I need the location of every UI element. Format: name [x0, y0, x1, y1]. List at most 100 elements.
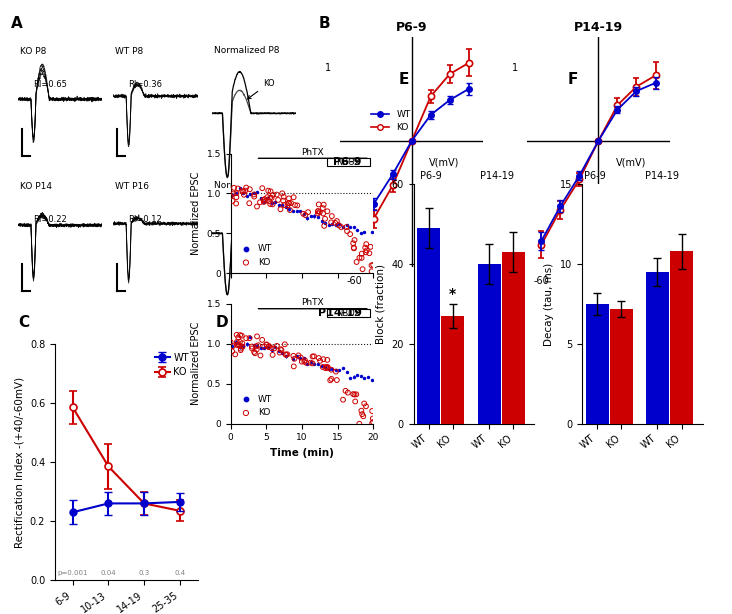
Text: RI=0.36: RI=0.36	[129, 80, 163, 89]
Point	[226, 346, 238, 356]
Point	[261, 340, 272, 349]
Point	[302, 208, 314, 217]
Text: P14-19: P14-19	[645, 171, 679, 181]
Point	[261, 340, 272, 349]
Point	[288, 354, 300, 363]
Point	[278, 200, 290, 210]
Point	[333, 220, 345, 230]
Text: WT P16: WT P16	[115, 182, 149, 191]
Point	[360, 239, 372, 249]
Text: P14-19: P14-19	[480, 171, 514, 181]
Bar	[501, 252, 525, 424]
Point	[295, 352, 307, 362]
Text: KO P8: KO P8	[20, 47, 46, 56]
Point	[293, 351, 305, 360]
Point	[299, 356, 311, 365]
Point	[365, 242, 376, 252]
Point	[254, 197, 266, 207]
Point	[234, 337, 246, 347]
Point	[251, 201, 263, 211]
Point	[258, 195, 269, 205]
Point	[359, 243, 371, 252]
Y-axis label: Rectification Index -(+40/-60mV): Rectification Index -(+40/-60mV)	[14, 376, 24, 548]
Point	[284, 205, 296, 215]
Point	[282, 349, 294, 359]
Point	[236, 338, 248, 348]
Point	[246, 341, 258, 351]
Text: RI=0.22: RI=0.22	[34, 215, 67, 224]
Point	[280, 349, 291, 359]
Text: *: *	[449, 287, 456, 301]
Text: p=0.001: p=0.001	[58, 570, 88, 576]
Point	[366, 418, 378, 428]
Text: P14-19: P14-19	[318, 308, 362, 317]
Point	[317, 203, 329, 213]
Point	[271, 190, 283, 200]
Point	[329, 218, 341, 228]
Point	[360, 247, 372, 257]
Point	[337, 395, 349, 405]
Y-axis label: Decay (tau, ms): Decay (tau, ms)	[545, 262, 554, 346]
Bar	[477, 264, 501, 424]
Point	[251, 332, 263, 341]
Point	[367, 414, 378, 424]
Bar	[586, 304, 608, 424]
Legend: WT, KO: WT, KO	[235, 243, 274, 269]
Point	[283, 193, 295, 203]
Point	[322, 362, 334, 372]
Y-axis label: Normalized EPSC: Normalized EPSC	[191, 322, 201, 405]
Point	[260, 196, 272, 206]
Point	[359, 398, 370, 408]
Point	[258, 341, 270, 351]
Bar	[610, 309, 632, 424]
Text: D: D	[216, 315, 228, 330]
Point	[348, 243, 360, 253]
Text: RI=0.65: RI=0.65	[34, 80, 67, 89]
Point	[227, 341, 239, 351]
Point	[361, 246, 373, 255]
Point	[244, 184, 255, 194]
Point	[341, 226, 353, 236]
Point	[297, 209, 309, 219]
Text: 0.4: 0.4	[174, 570, 185, 576]
Point	[231, 188, 242, 198]
Point	[301, 358, 313, 368]
Point	[312, 206, 324, 216]
Bar	[417, 228, 440, 424]
Point	[275, 345, 287, 355]
Y-axis label: Block (fraction): Block (fraction)	[376, 264, 386, 344]
Point	[335, 222, 347, 232]
Y-axis label: Normalized EPSC: Normalized EPSC	[191, 172, 201, 255]
Point	[354, 419, 365, 429]
Point	[360, 402, 372, 411]
Point	[233, 340, 244, 349]
Point	[266, 200, 278, 209]
Point	[266, 343, 277, 353]
Text: KO P14: KO P14	[20, 182, 52, 191]
Point	[351, 389, 362, 399]
Point	[288, 192, 299, 202]
Point	[285, 198, 297, 208]
Point	[307, 359, 318, 368]
Point	[282, 200, 294, 210]
Point	[354, 253, 365, 263]
Title: P14-19: P14-19	[574, 21, 623, 34]
Point	[235, 344, 247, 354]
Point	[231, 337, 243, 347]
Point	[307, 352, 318, 362]
Point	[331, 216, 343, 226]
Point	[366, 260, 378, 270]
Point	[249, 348, 261, 358]
Point	[240, 183, 252, 193]
Point	[236, 186, 248, 196]
Point	[258, 197, 269, 207]
Text: NBOX: NBOX	[336, 309, 360, 317]
Point	[229, 349, 241, 359]
Point	[299, 357, 310, 367]
Text: E: E	[399, 72, 409, 87]
Point	[231, 192, 242, 202]
Point	[313, 353, 324, 363]
Point	[256, 183, 268, 193]
Text: PhTX: PhTX	[302, 148, 324, 157]
Point	[299, 210, 311, 220]
